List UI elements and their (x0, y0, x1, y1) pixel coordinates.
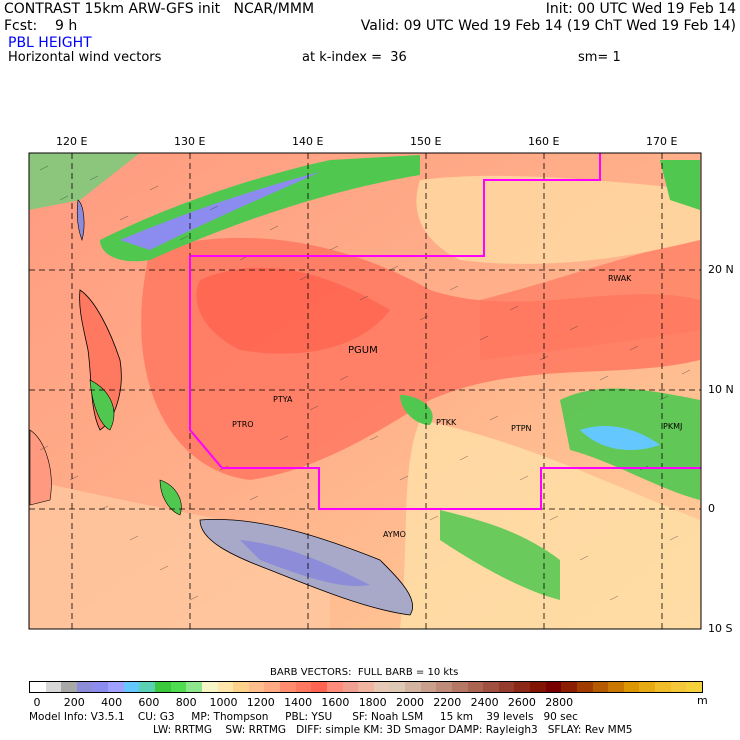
colorbar-swatch (467, 682, 484, 692)
colorbar-tick-label: 200 (63, 696, 85, 709)
footer-physics-info: LW: RRTMG SW: RRTMG DIFF: simple KM: 3D … (153, 724, 633, 736)
colorbar-swatch (405, 682, 422, 692)
colorbar-swatch (420, 682, 437, 692)
wind-barbs (39, 165, 691, 601)
colorbar-swatch (326, 682, 344, 692)
colorbar-swatch (342, 682, 359, 692)
colorbar-swatch (530, 682, 547, 692)
lon-label-120: 120 E (56, 135, 88, 148)
colorbar-tick-label: 2000 (396, 696, 424, 709)
station-ptpn: PTPN (511, 424, 532, 433)
colorbar-swatch (576, 682, 594, 692)
station-ptya: PTYA (273, 395, 293, 404)
colorbar-swatch (639, 682, 656, 692)
field-title: PBL HEIGHT (8, 35, 92, 51)
colorbar-tick-label: 1200 (246, 696, 275, 709)
station-ptro: PTRO (232, 420, 254, 429)
station-pgum: PGUM (348, 345, 378, 356)
colorbar-swatch (170, 682, 187, 692)
colorbar (29, 681, 703, 693)
colorbar-swatch (295, 682, 312, 692)
lat-label-10n: 10 N (708, 383, 734, 396)
lat-label-10s: 10 S (708, 622, 733, 635)
colorbar-swatch (373, 682, 390, 692)
colorbar-swatch (592, 682, 609, 692)
header-init-time: Init: 00 UTC Wed 19 Feb 14 (545, 1, 736, 17)
lon-label-160: 160 E (528, 135, 560, 148)
colorbar-tick-label: 1400 (284, 696, 313, 709)
colorbar-swatch (61, 682, 78, 692)
footer-model-info: Model Info: V3.5.1 CU: G3 MP: Thompson P… (29, 711, 578, 723)
station-pkmj: PKMJ (663, 422, 683, 431)
colorbar-swatch (545, 682, 562, 692)
colorbar-swatch (76, 682, 93, 692)
colorbar-swatch (451, 682, 469, 692)
colorbar-tick-label: 600 (138, 696, 160, 709)
lon-label-170: 170 E (646, 135, 678, 148)
lon-label-140: 140 E (292, 135, 324, 148)
colorbar-swatch (201, 682, 219, 692)
field-subtitle: Horizontal wind vectors (8, 50, 162, 65)
colorbar-swatch (623, 682, 640, 692)
colorbar-swatch (561, 682, 578, 692)
colorbar-swatch (155, 682, 172, 692)
lat-label-0: 0 (708, 502, 715, 515)
colorbar-tick-label: 800 (175, 696, 197, 709)
header-model-title: CONTRAST 15km ARW-GFS init NCAR/MMM (4, 1, 315, 17)
k-index-label: at k-index = 36 (302, 50, 407, 65)
colorbar-swatch (686, 682, 703, 692)
colorbar-swatch (655, 682, 672, 692)
colorbar-swatch (139, 682, 156, 692)
colorbar-tick-label: 0 (33, 696, 41, 709)
station-ptkk: PTKK (436, 418, 457, 427)
lon-label-130: 130 E (174, 135, 206, 148)
colorbar-tick-label: 1800 (358, 696, 387, 709)
colorbar-swatch (186, 682, 203, 692)
domain-boundary (189, 153, 701, 510)
colorbar-tick-label: 2800 (545, 696, 574, 709)
colorbar-swatch (311, 682, 328, 692)
colorbar-swatch (498, 682, 515, 692)
colorbar-swatch (264, 682, 281, 692)
colorbar-swatch (45, 682, 62, 692)
lon-label-150: 150 E (410, 135, 442, 148)
lat-label-20n: 20 N (708, 263, 734, 276)
colorbar-tick-label: 1000 (209, 696, 238, 709)
colorbar-swatch (233, 682, 250, 692)
colorbar-swatch (483, 682, 500, 692)
smoothing-label: sm= 1 (578, 50, 621, 65)
colorbar-swatch (436, 682, 453, 692)
barb-caption: BARB VECTORS: FULL BARB = 10 kts (270, 667, 459, 678)
colorbar-swatch (217, 682, 234, 692)
colorbar-swatch (358, 682, 375, 692)
colorbar-swatch (30, 682, 47, 692)
colorbar-swatch (92, 682, 109, 692)
colorbar-swatch (248, 682, 265, 692)
colorbar-tick-label: 2200 (433, 696, 462, 709)
colorbar-tick-label: 2600 (507, 696, 536, 709)
colorbar-swatch (608, 682, 625, 692)
header-forecast-hour: Fcst: 9 h (4, 18, 78, 34)
colorbar-swatch (280, 682, 297, 692)
colorbar-tick-label: 2400 (470, 696, 499, 709)
map-frame (29, 153, 701, 629)
colorbar-swatch (670, 682, 687, 692)
header-valid-time: Valid: 09 UTC Wed 19 Feb 14 (19 ChT Wed … (360, 18, 736, 34)
colorbar-swatch (514, 682, 531, 692)
colorbar-swatch (389, 682, 406, 692)
colorbar-tick-label: 400 (101, 696, 123, 709)
colorbar-swatch (123, 682, 140, 692)
station-aymo: AYMO (383, 530, 406, 539)
colorbar-tick-label: 1600 (321, 696, 350, 709)
station-rwak: RWAK (608, 274, 632, 283)
colorbar-swatch (108, 682, 125, 692)
colorbar-unit: m (697, 694, 708, 707)
